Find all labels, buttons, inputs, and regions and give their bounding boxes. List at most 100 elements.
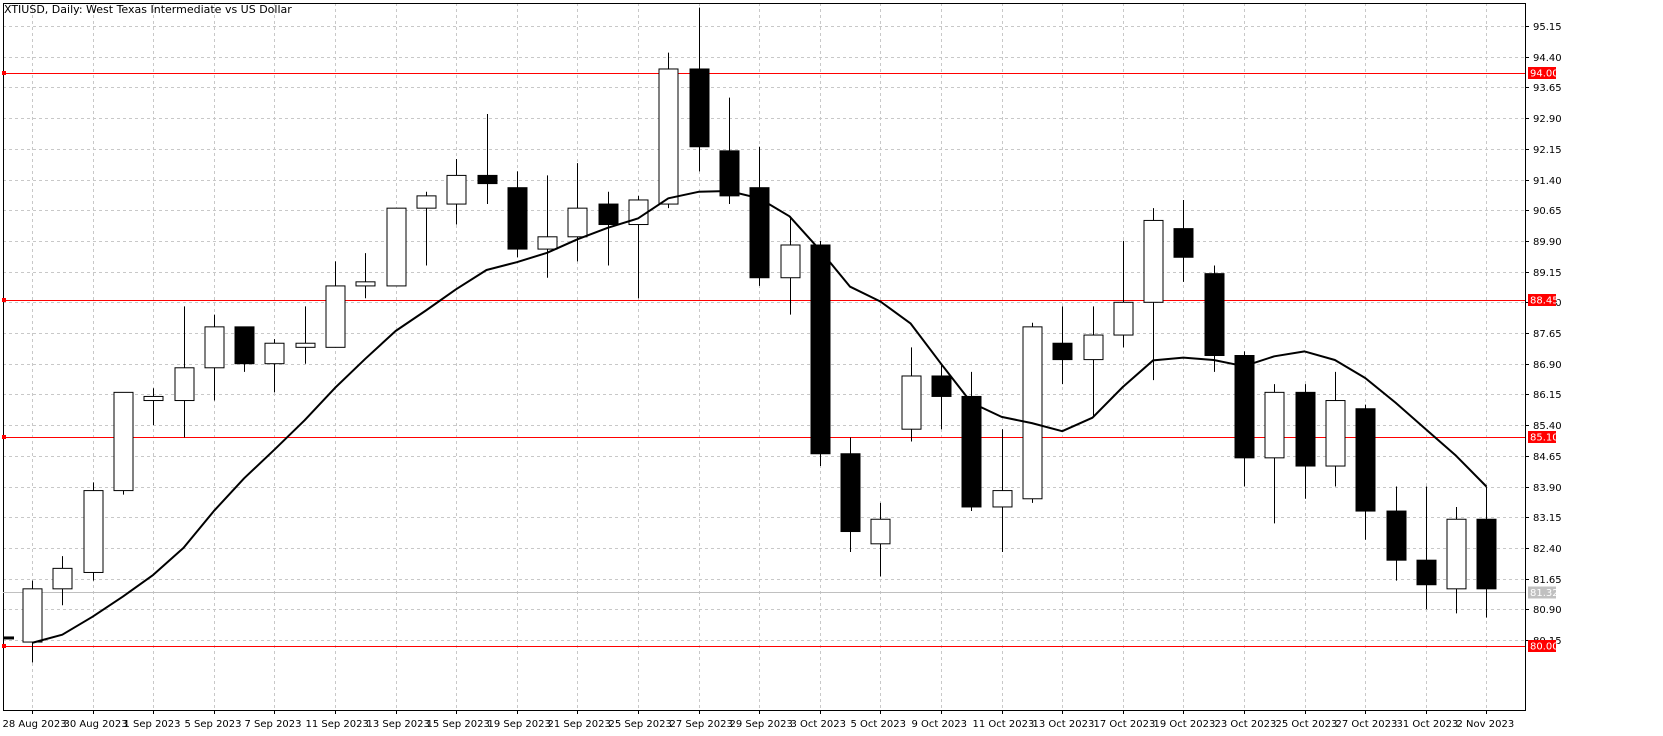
y-tick-label: 93.65 (1533, 83, 1562, 94)
candle-body (719, 150, 740, 197)
candle-body (52, 567, 73, 590)
candle (1386, 486, 1407, 581)
level-price-label: 94.00 (1530, 69, 1559, 80)
candle-body (1173, 228, 1194, 258)
y-tick-label: 91.40 (1533, 176, 1562, 187)
y-tick-label: 80.90 (1533, 605, 1562, 616)
candle (1416, 486, 1437, 610)
level-price-tag (1528, 67, 1556, 79)
candle (1022, 322, 1043, 503)
level-price-label: 88.45 (1530, 296, 1559, 307)
level-price-label: 80.00 (1530, 642, 1559, 653)
candle (992, 429, 1013, 552)
candle-body (446, 174, 467, 205)
x-tick-label: 5 Sep 2023 (185, 719, 242, 730)
candle (264, 339, 285, 393)
candle-body (1204, 273, 1225, 357)
candle-body (749, 187, 770, 279)
candle-body (113, 391, 134, 492)
candle-body (1446, 518, 1467, 590)
candle-body (174, 367, 195, 402)
candle (780, 216, 801, 315)
y-tick-label: 90.65 (1533, 206, 1562, 217)
x-tick-label: 11 Sep 2023 (306, 719, 369, 730)
candle-body (1264, 391, 1285, 459)
y-tick-label: 95.15 (1533, 22, 1562, 33)
candle-body (22, 588, 43, 643)
candle-body (870, 518, 891, 545)
candle (1143, 208, 1164, 381)
candle-body (567, 207, 588, 238)
x-tick-label: 15 Sep 2023 (427, 719, 490, 730)
current-price-label: 81.32 (1530, 588, 1559, 599)
plot-frame (3, 3, 1526, 711)
candle-body (931, 375, 952, 397)
y-tick-label: 83.90 (1533, 483, 1562, 494)
candle (1325, 371, 1346, 487)
candle-body (840, 453, 861, 533)
candle (83, 482, 104, 581)
candle (1173, 199, 1194, 282)
x-tick-label: 13 Sep 2023 (367, 719, 430, 730)
y-tick-label: 86.15 (1533, 390, 1562, 401)
candle (1113, 240, 1134, 348)
candle (477, 114, 498, 205)
level-price-tag (1528, 294, 1556, 306)
candle (870, 502, 891, 577)
candle (689, 7, 710, 172)
x-tick-label: 29 Sep 2023 (730, 719, 793, 730)
y-tick-label: 94.40 (1533, 53, 1562, 64)
y-tick-label: 89.15 (1533, 268, 1562, 279)
candle-body (1234, 355, 1255, 459)
x-tick-label: 17 Oct 2023 (1094, 719, 1156, 730)
x-tick-label: 31 Oct 2023 (1397, 719, 1459, 730)
level-marker-left (2, 71, 6, 75)
level-marker-left (2, 644, 6, 648)
candle-body (325, 285, 346, 348)
level-price-tag (1528, 640, 1556, 652)
candle (52, 556, 73, 606)
candle-body (1113, 301, 1134, 336)
level-price-label: 85.10 (1530, 433, 1559, 444)
x-tick-label: 9 Oct 2023 (912, 719, 967, 730)
y-tick-label: 92.15 (1533, 145, 1562, 156)
candle-body (1325, 400, 1346, 467)
candle (1264, 384, 1285, 524)
candle (416, 191, 437, 266)
candle-body (507, 187, 528, 250)
candle (658, 52, 679, 209)
candle (719, 97, 740, 205)
candle (113, 391, 134, 495)
x-tick-label: 13 Oct 2023 (1033, 719, 1095, 730)
candle-body (204, 326, 225, 369)
candle (507, 171, 528, 258)
x-tick-label: 28 Aug 2023 (3, 719, 67, 730)
candle-body (234, 326, 255, 365)
candle-body (537, 236, 558, 250)
candle-body (901, 375, 922, 430)
x-tick-label: 19 Sep 2023 (488, 719, 551, 730)
x-tick-label: 19 Oct 2023 (1154, 719, 1216, 730)
x-tick-label: 30 Aug 2023 (64, 719, 128, 730)
x-tick-label: 7 Sep 2023 (245, 719, 302, 730)
candle-body (598, 203, 619, 226)
candle (628, 195, 649, 299)
candle-body (810, 244, 831, 455)
candle (143, 388, 164, 426)
x-tick-label: 25 Oct 2023 (1276, 719, 1338, 730)
candle-body (143, 395, 164, 402)
y-tick-label: 92.90 (1533, 114, 1562, 125)
x-tick-label: 27 Sep 2023 (670, 719, 733, 730)
x-tick-label: 21 Sep 2023 (548, 719, 611, 730)
candle-body (355, 281, 376, 287)
candle (1052, 306, 1073, 385)
y-tick-label: 85.40 (1533, 421, 1562, 432)
candle (1355, 404, 1376, 540)
candle (325, 261, 346, 348)
candle-body (1295, 391, 1316, 467)
y-tick-label: 82.40 (1533, 544, 1562, 555)
candle-body (689, 68, 710, 148)
candle-body (1022, 326, 1043, 500)
candle (1083, 306, 1104, 417)
candle-body (264, 342, 285, 365)
